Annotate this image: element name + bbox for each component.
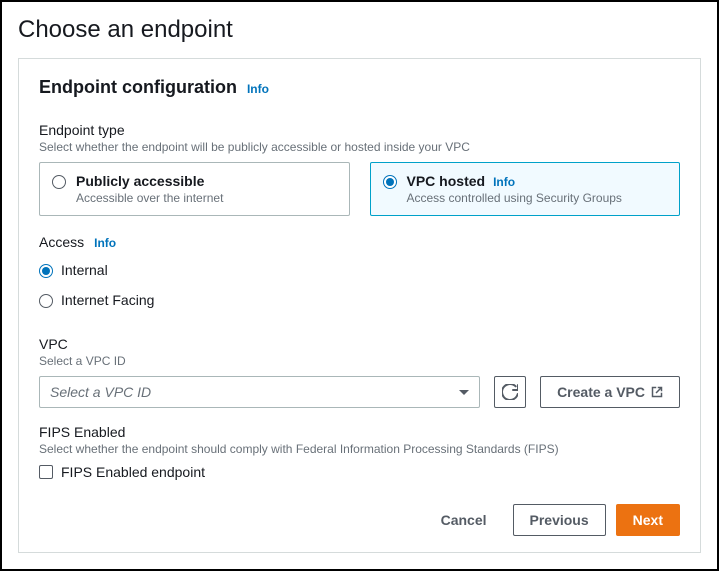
radio-public[interactable]: [52, 175, 66, 189]
tile-public-title: Publicly accessible: [76, 173, 223, 189]
vpc-row: Select a VPC ID Create a VPC: [39, 376, 680, 408]
tile-public-desc: Accessible over the internet: [76, 191, 223, 205]
page-container: Choose an endpoint Endpoint configuratio…: [0, 0, 719, 571]
external-link-icon: [651, 386, 663, 398]
tile-vpc-desc: Access controlled using Security Groups: [407, 191, 622, 205]
create-vpc-button[interactable]: Create a VPC: [540, 376, 680, 408]
card-info-link[interactable]: Info: [247, 82, 269, 96]
tile-vpc-body: VPC hosted Info Access controlled using …: [407, 173, 622, 205]
cancel-button[interactable]: Cancel: [425, 506, 503, 534]
create-vpc-label: Create a VPC: [557, 384, 645, 400]
page-title: Choose an endpoint: [18, 16, 701, 44]
radio-row-internal[interactable]: Internal: [39, 262, 680, 278]
radio-facing[interactable]: [39, 294, 53, 308]
previous-button[interactable]: Previous: [513, 504, 606, 536]
vpc-desc: Select a VPC ID: [39, 354, 680, 368]
endpoint-type-section: Endpoint type Select whether the endpoin…: [39, 122, 680, 234]
access-section: Access Info Internal Internet Facing: [39, 234, 680, 322]
vpc-label: VPC: [39, 336, 680, 352]
access-info-link[interactable]: Info: [94, 236, 116, 250]
caret-down-icon: [459, 390, 469, 395]
fips-label: FIPS Enabled: [39, 424, 680, 440]
access-header: Access Info: [39, 234, 680, 252]
radio-internal-label: Internal: [61, 262, 108, 278]
card-title: Endpoint configuration: [39, 77, 237, 98]
radio-row-facing[interactable]: Internet Facing: [39, 292, 680, 308]
fips-checkbox-label: FIPS Enabled endpoint: [61, 464, 205, 480]
fips-section: FIPS Enabled Select whether the endpoint…: [39, 424, 680, 480]
fips-checkbox[interactable]: [39, 465, 53, 479]
endpoint-type-desc: Select whether the endpoint will be publ…: [39, 140, 680, 154]
refresh-button[interactable]: [494, 376, 526, 408]
radio-vpc[interactable]: [383, 175, 397, 189]
vpc-section: VPC Select a VPC ID Select a VPC ID Crea…: [39, 336, 680, 424]
fips-desc: Select whether the endpoint should compl…: [39, 442, 680, 456]
radio-internal[interactable]: [39, 264, 53, 278]
tile-vpc[interactable]: VPC hosted Info Access controlled using …: [370, 162, 681, 216]
card-header: Endpoint configuration Info: [39, 77, 680, 98]
tile-vpc-title: VPC hosted: [407, 173, 486, 189]
access-label: Access: [39, 234, 84, 250]
vpc-select[interactable]: Select a VPC ID: [39, 376, 480, 408]
vpc-select-placeholder: Select a VPC ID: [50, 384, 151, 400]
endpoint-type-tiles: Publicly accessible Accessible over the …: [39, 162, 680, 216]
tile-public[interactable]: Publicly accessible Accessible over the …: [39, 162, 350, 216]
footer: Cancel Previous Next: [39, 490, 680, 536]
next-button[interactable]: Next: [616, 504, 680, 536]
config-card: Endpoint configuration Info Endpoint typ…: [18, 58, 701, 553]
radio-facing-label: Internet Facing: [61, 292, 154, 308]
refresh-icon: [502, 384, 518, 400]
tile-vpc-info-link[interactable]: Info: [493, 175, 515, 189]
tile-public-body: Publicly accessible Accessible over the …: [76, 173, 223, 205]
endpoint-type-label: Endpoint type: [39, 122, 680, 138]
tile-vpc-title-row: VPC hosted Info: [407, 173, 622, 189]
fips-checkbox-row[interactable]: FIPS Enabled endpoint: [39, 464, 680, 480]
